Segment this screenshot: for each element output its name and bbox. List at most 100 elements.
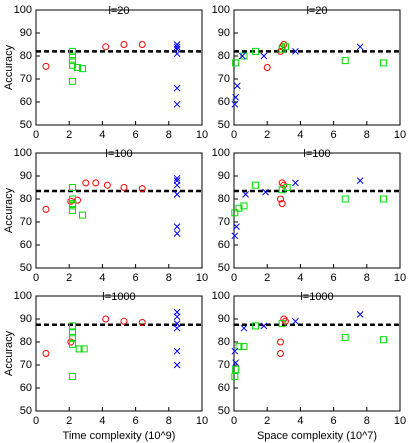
point: [238, 52, 246, 60]
y-tick-label: 90: [20, 170, 32, 182]
x-tick-label: 10: [196, 272, 208, 284]
point: [260, 52, 268, 60]
point: [231, 100, 239, 108]
point: [341, 333, 349, 341]
y-tick-label: 60: [218, 96, 230, 108]
y-tick-label: 100: [212, 290, 230, 302]
x-tick-label: 4: [99, 272, 105, 284]
point: [233, 223, 240, 230]
point: [240, 52, 248, 60]
y-tick-label: 80: [218, 50, 230, 62]
point: [80, 345, 88, 353]
point: [231, 373, 239, 380]
point: [292, 179, 299, 187]
x-tick-label: 8: [364, 129, 370, 141]
x-tick-label: 6: [133, 129, 139, 141]
point: [42, 350, 50, 357]
point: [173, 43, 181, 51]
point: [69, 52, 77, 60]
point: [240, 343, 248, 351]
y-axis-label: Accuracy: [3, 330, 15, 376]
subplot-title: l=20: [306, 5, 327, 17]
y-tick-label: 80: [20, 50, 32, 62]
point: [138, 185, 146, 193]
point: [173, 313, 181, 321]
x-tick-label: 6: [331, 129, 337, 141]
x-tick-label: 0: [33, 415, 39, 427]
y-tick-label: 100: [14, 147, 32, 159]
x-tick-label: 10: [196, 129, 208, 141]
y-tick-label: 60: [218, 382, 230, 394]
y-tick-label: 50: [218, 119, 230, 131]
subplot-title: l=1000: [300, 291, 333, 303]
point: [69, 47, 77, 55]
point: [292, 317, 299, 325]
point: [69, 207, 77, 214]
x-tick-label: 10: [196, 415, 208, 427]
point: [69, 61, 77, 69]
point: [281, 43, 289, 51]
x-tick-label: 2: [264, 272, 270, 284]
point: [78, 65, 86, 73]
x-tick-label: 2: [66, 415, 72, 427]
point: [69, 329, 77, 337]
subplot-title: l=100: [105, 148, 132, 160]
y-tick-label: 90: [218, 313, 230, 325]
y-tick-label: 50: [20, 262, 32, 274]
point: [276, 338, 284, 346]
point: [173, 324, 181, 332]
subplot-title: l=1000: [102, 291, 135, 303]
point: [102, 315, 110, 323]
point: [280, 41, 288, 48]
point: [69, 57, 77, 65]
point: [232, 59, 240, 67]
point: [278, 186, 286, 194]
x-tick-label: 0: [33, 129, 39, 141]
point: [78, 211, 86, 219]
axes-box: [233, 295, 401, 412]
y-tick-label: 70: [218, 359, 230, 371]
point: [69, 195, 77, 203]
point: [235, 204, 243, 212]
point: [240, 202, 248, 210]
x-tick-label: 4: [99, 129, 105, 141]
point: [263, 64, 271, 71]
subplot-title: l=100: [303, 148, 330, 160]
point: [74, 64, 81, 71]
y-tick-label: 70: [20, 359, 32, 371]
x-tick-label: 4: [99, 415, 105, 427]
point: [138, 318, 146, 326]
x-tick-label: 2: [66, 129, 72, 141]
point: [173, 223, 181, 230]
point: [173, 84, 181, 92]
point: [69, 77, 77, 85]
x-tick-label: 8: [166, 129, 172, 141]
point: [232, 366, 240, 374]
y-tick-label: 60: [20, 96, 32, 108]
point: [252, 322, 260, 330]
point: [69, 184, 77, 191]
point: [231, 209, 239, 217]
y-tick-label: 80: [218, 336, 230, 348]
y-tick-label: 80: [20, 193, 32, 205]
point: [173, 347, 181, 355]
point: [292, 48, 299, 55]
axes-box: [233, 152, 401, 269]
x-tick-label: 0: [231, 415, 237, 427]
x-tick-label: 8: [166, 415, 172, 427]
x-tick-label: 6: [331, 272, 337, 284]
point: [173, 100, 181, 108]
x-tick-label: 2: [66, 272, 72, 284]
point: [240, 324, 248, 332]
point: [276, 47, 284, 55]
x-tick-label: 8: [166, 272, 172, 284]
point: [103, 181, 111, 189]
y-tick-label: 100: [14, 290, 32, 302]
point: [232, 94, 240, 101]
y-tick-label: 70: [20, 216, 32, 228]
y-tick-label: 60: [20, 239, 32, 251]
point: [276, 195, 284, 203]
x-tick-label: 2: [264, 415, 270, 427]
y-tick-label: 90: [218, 170, 230, 182]
point: [341, 57, 349, 65]
